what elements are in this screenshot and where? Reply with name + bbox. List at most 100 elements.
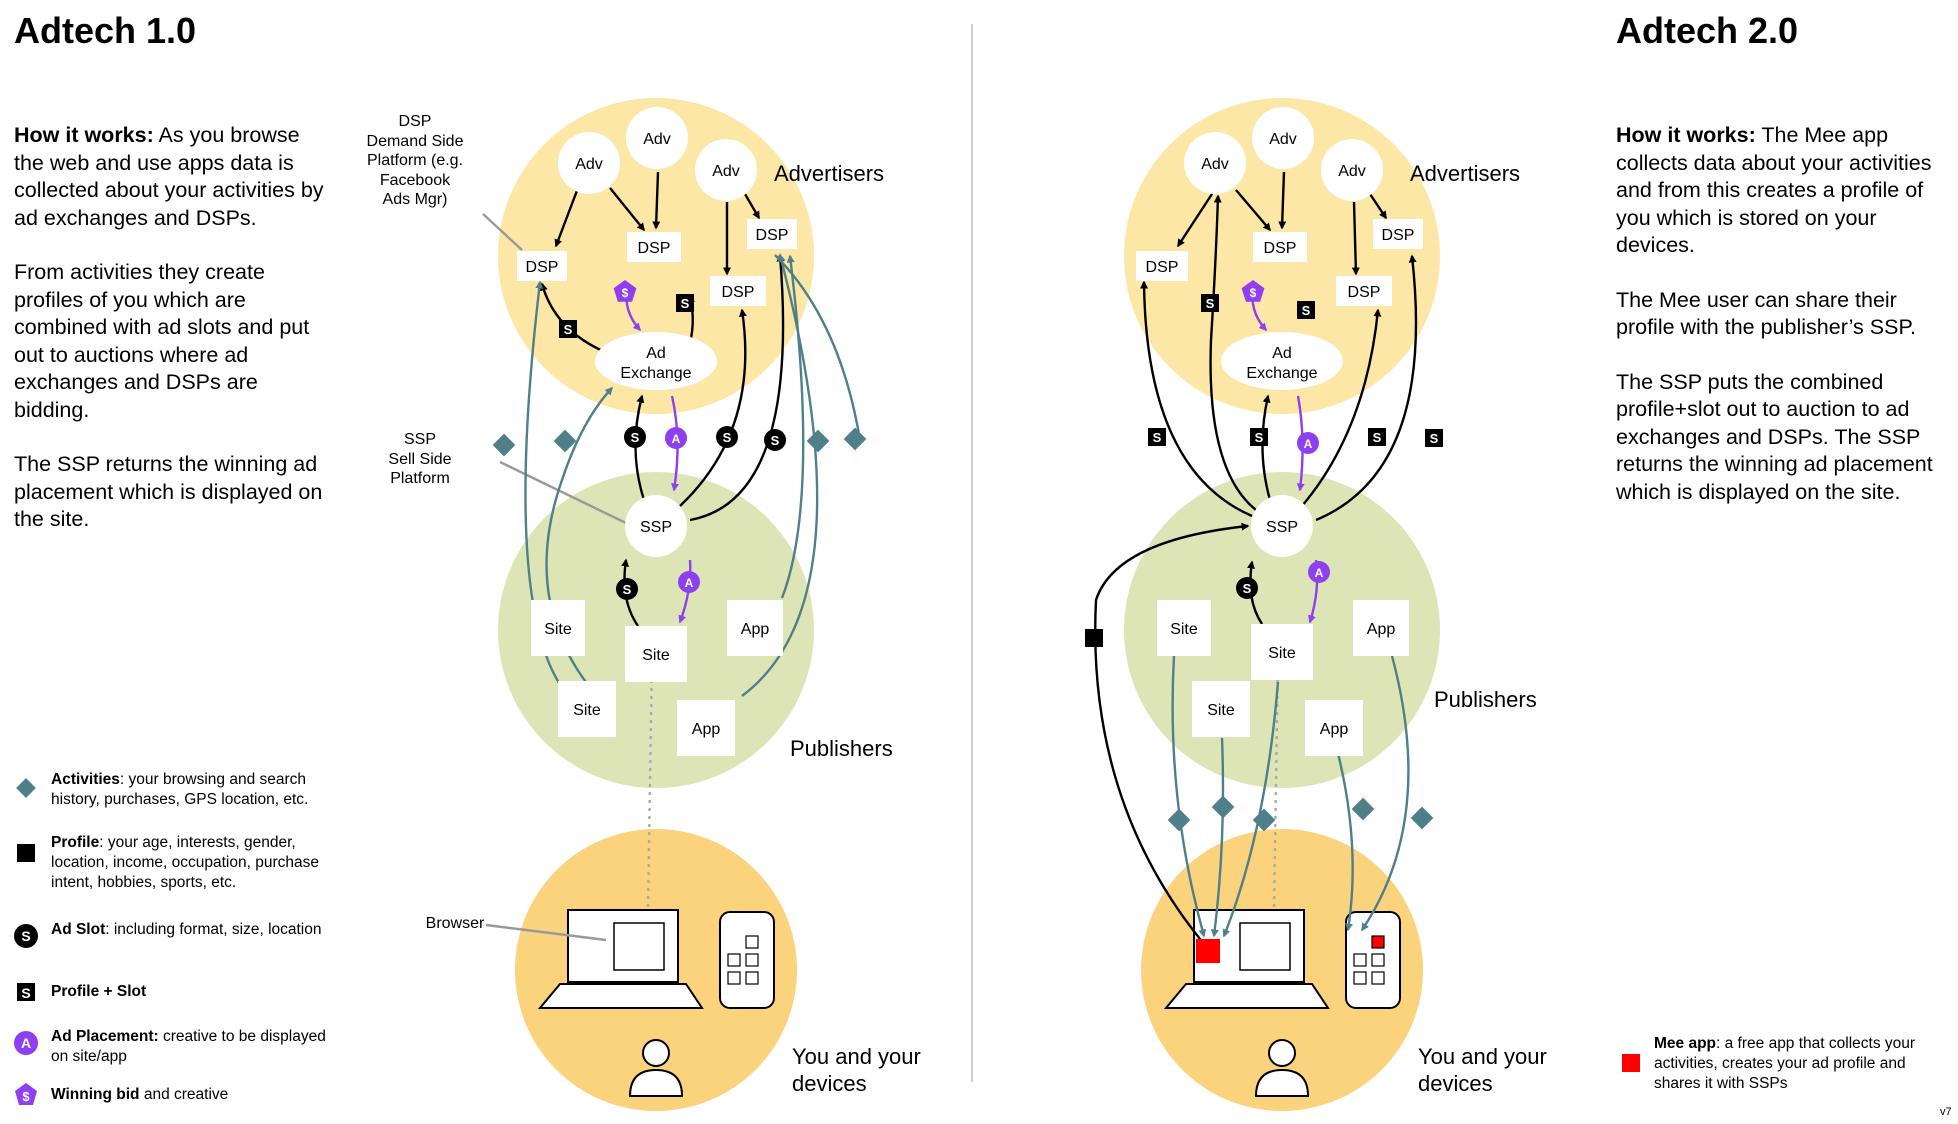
teal-site3-mee — [1210, 737, 1225, 938]
site-box-2-label: Site — [642, 647, 670, 664]
profile-slot-badge-4 — [1250, 428, 1268, 446]
person-head — [1268, 1039, 1296, 1067]
dsp-box-3 — [1336, 276, 1392, 306]
adv-node-2-label: Adv — [643, 131, 671, 148]
site-box-1-label: Site — [544, 621, 572, 638]
adv-node-1 — [1184, 132, 1246, 194]
profile-slot-badge-1 — [559, 320, 577, 338]
browser-window — [1239, 922, 1291, 971]
ad-placement-badge-1 — [1297, 432, 1319, 454]
advertisers-label: Advertisers — [1410, 161, 1520, 186]
ad-slot-icon: S — [14, 924, 38, 948]
app-box-2 — [677, 700, 735, 756]
devices-label-2: devices — [792, 1071, 867, 1096]
ad-slot-badge-3 — [764, 429, 786, 451]
ad-slot-badge-3-text: S — [771, 433, 780, 448]
ad-placement-badge-2-text: A — [1315, 566, 1324, 580]
mee-app-laptop — [1196, 939, 1220, 963]
profile-slot-badge-3 — [1148, 428, 1166, 446]
ssp-annotation: SSP Sell Side Platform — [388, 431, 452, 487]
ssp-leader — [499, 460, 629, 526]
svg-text:S: S — [21, 985, 30, 1001]
dsp-box-1-label: DSP — [1146, 259, 1179, 276]
right-description: How it works: The Mee app collects data … — [1616, 122, 1936, 506]
left-how-it-works: How it works: As you browse the web and … — [14, 123, 324, 230]
app-tile — [745, 971, 759, 985]
left-title: Adtech 1.0 — [14, 10, 197, 51]
ad-slot-badge-2 — [716, 426, 738, 448]
arrow-adv1-dsp1 — [554, 187, 580, 248]
site-box-3 — [1192, 681, 1250, 737]
winning-bid-icon: $ — [15, 1083, 37, 1105]
profile-slot-badge-2-text: S — [681, 296, 690, 311]
teal-app2-dsp4 — [741, 253, 819, 697]
site-box-2-label: Site — [1268, 645, 1296, 662]
app-tile — [1371, 935, 1385, 949]
left-description: How it works: As you browse the web and … — [14, 122, 334, 534]
activity-diamond-4 — [843, 427, 867, 451]
app-box-1-label: App — [1367, 621, 1396, 638]
activity-diamond-2 — [553, 429, 577, 453]
dsp-box-1 — [517, 251, 567, 281]
activities-icon — [16, 778, 36, 798]
arrow-adv1-dsp2 — [609, 187, 645, 232]
dsp-leader — [482, 213, 523, 251]
arrow-ssp-adv1 — [1209, 194, 1257, 511]
devices-label-1: You and your — [1418, 1044, 1547, 1069]
app-box-1 — [727, 600, 783, 656]
dsp-box-4-label: DSP — [1382, 227, 1415, 244]
site-box-3 — [558, 681, 616, 737]
mee-app-icon — [1622, 1054, 1640, 1072]
devices-label-1: You and your — [792, 1044, 921, 1069]
site-box-1-label: Site — [1170, 621, 1198, 638]
arrow-adv2-dsp2 — [652, 171, 661, 230]
arrow-adv1-dsp1 — [1176, 193, 1214, 248]
activity-diamond-3 — [806, 429, 830, 453]
browser-annotation: Browser — [425, 915, 485, 932]
dsp-box-4 — [747, 219, 797, 249]
ad-slot-badge-1 — [624, 426, 646, 448]
activity-diamond-4 — [1351, 797, 1375, 821]
site-box-1 — [531, 600, 585, 656]
profile-slot-badge-1-text: S — [564, 322, 573, 337]
ad-exchange-node — [1221, 332, 1343, 390]
browser-window — [613, 922, 665, 971]
profile-slot-badge-1-text: S — [1206, 296, 1215, 311]
activity-diamond-2 — [1211, 795, 1235, 819]
app-tile — [1353, 971, 1367, 985]
person-head — [642, 1039, 670, 1067]
ad-placement-badge-2 — [1308, 561, 1330, 583]
arrow-adv3-dsp4 — [743, 193, 761, 220]
dsp-box-3-label: DSP — [1348, 284, 1381, 301]
browser-dotted — [646, 655, 654, 911]
ad-placement-icon: A — [14, 1031, 38, 1055]
winning-bid-badge — [613, 280, 637, 302]
dsp-box-2-label: DSP — [1264, 240, 1297, 257]
teal-extra — [774, 254, 862, 441]
dsp-box-4 — [1373, 219, 1423, 249]
adv-node-3 — [1321, 139, 1383, 201]
ssp-node-label: SSP — [1266, 519, 1298, 536]
profile-slot-badge-2 — [676, 294, 694, 312]
dsp-annotation: DSP Demand Side Platform (e.g. Facebook Ads … — [366, 113, 464, 208]
ad-slot-badge-4-text: S — [623, 582, 632, 597]
arrow-ssp-ex — [634, 394, 646, 501]
site-box-2 — [625, 626, 687, 682]
publishers-label: Publishers — [790, 736, 893, 761]
app-tile — [727, 953, 741, 967]
dsp-box-3-label: DSP — [722, 284, 755, 301]
ad-placement-badge-1 — [665, 427, 687, 449]
app-tile — [745, 953, 759, 967]
adv-node-3 — [695, 139, 757, 201]
adv-node-1-label: Adv — [575, 156, 603, 173]
ad-placement-badge-2 — [678, 571, 700, 593]
app-tile — [1353, 953, 1367, 967]
ssp-node-label: SSP — [640, 519, 672, 536]
ad-exchange-label-2: Exchange — [620, 365, 691, 382]
adv-node-2 — [626, 107, 688, 169]
arrow-ssp-dsp1 — [1140, 280, 1253, 518]
arrow-ssp-dsp4 — [1315, 254, 1418, 522]
